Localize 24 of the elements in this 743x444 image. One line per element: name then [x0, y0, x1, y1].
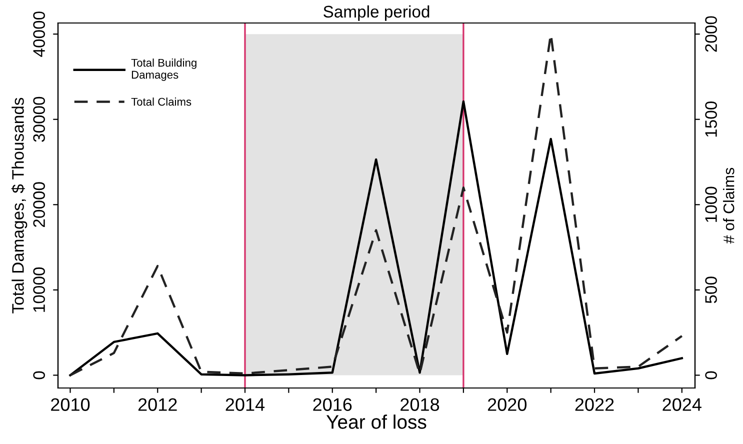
x-tick-label: 2012	[138, 398, 177, 411]
y2-tick-label: 2000	[705, 16, 717, 52]
y2-tick-label: 1000	[705, 186, 717, 222]
y-tick-label: 10000	[33, 267, 45, 312]
y-tick-label: 20000	[33, 182, 45, 227]
x-axis-title: Year of loss	[326, 414, 426, 429]
chart-title: Sample period	[324, 5, 430, 21]
y-axis-title: Total Damages, $ Thousands	[11, 98, 28, 314]
legend-label: Total Building Damages	[131, 58, 196, 81]
y2-tick-label: 1500	[705, 101, 717, 137]
y-tick-label: 30000	[33, 96, 45, 142]
y-tick-label: 0	[33, 371, 45, 380]
x-tick-label: 2020	[488, 398, 527, 411]
y2-tick-label: 500	[705, 276, 717, 304]
x-tick-label: 2024	[662, 398, 702, 411]
x-tick-label: 2018	[400, 398, 440, 411]
x-tick-label: 2010	[51, 398, 90, 411]
y2-tick-label: 0	[705, 371, 717, 380]
x-tick-label: 2016	[313, 398, 352, 411]
x-tick-label: 2014	[226, 398, 265, 411]
y2-axis-title: # of Claims	[723, 168, 734, 244]
legend-label: Total Claims	[131, 98, 192, 106]
x-tick-label: 2022	[575, 398, 614, 411]
y-tick-label: 40000	[33, 12, 45, 57]
